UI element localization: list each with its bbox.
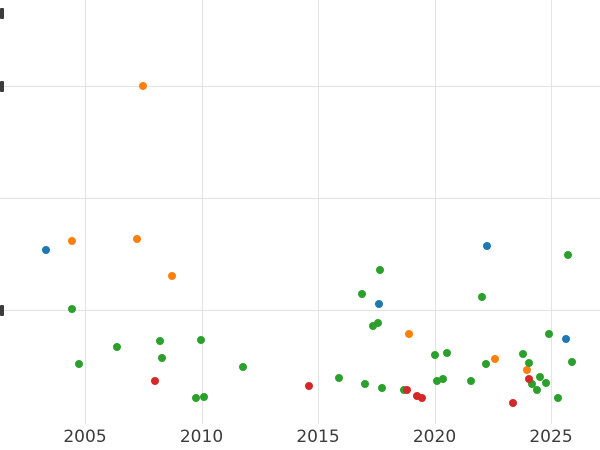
data-point-green <box>432 376 441 385</box>
data-point-orange <box>139 82 148 90</box>
data-point-green <box>374 319 383 328</box>
data-point-green <box>430 350 439 359</box>
data-point-green <box>524 358 533 367</box>
x-tick-label: 2010 <box>179 427 224 447</box>
data-point-green <box>199 393 208 402</box>
data-point-green <box>527 379 536 388</box>
data-point-green <box>442 348 451 357</box>
data-point-green <box>563 251 572 260</box>
data-point-orange <box>167 272 176 281</box>
x-tick-label: 2005 <box>63 427 107 447</box>
y-tick-label-clipped <box>0 305 4 316</box>
x-tick-label: 2015 <box>296 427 340 447</box>
data-point-green <box>196 336 205 345</box>
horizontal-gridline <box>0 310 600 311</box>
data-point-red <box>417 394 426 403</box>
data-point-orange <box>404 329 413 338</box>
data-point-green <box>541 378 550 387</box>
data-point-green <box>191 394 200 403</box>
data-point-green <box>156 337 165 346</box>
data-point-blue <box>561 335 570 344</box>
vertical-gridline <box>434 0 436 424</box>
data-point-green <box>238 363 247 372</box>
data-point-green <box>553 394 562 403</box>
vertical-gridline <box>201 0 203 424</box>
data-point-green <box>532 385 541 394</box>
horizontal-gridline <box>0 86 600 87</box>
x-tick-label: 2020 <box>412 427 457 447</box>
vertical-gridline <box>318 0 319 424</box>
data-point-green <box>334 374 343 383</box>
data-point-blue <box>482 242 491 251</box>
data-point-red <box>402 385 411 394</box>
data-point-red <box>150 376 159 385</box>
data-point-red <box>304 382 313 391</box>
data-point-green <box>481 359 490 368</box>
data-point-green <box>375 265 384 274</box>
data-point-green <box>378 384 387 393</box>
data-point-green <box>361 379 370 388</box>
data-point-green <box>358 290 367 299</box>
x-tick-label: 2025 <box>529 427 573 447</box>
vertical-gridline <box>551 0 552 424</box>
data-point-orange <box>491 355 500 364</box>
data-point-green <box>518 349 527 358</box>
data-point-green <box>368 321 377 330</box>
data-point-green <box>74 359 83 368</box>
data-point-red <box>525 375 534 384</box>
data-point-blue <box>42 245 51 254</box>
y-tick-label-clipped <box>0 8 4 19</box>
data-point-green <box>438 375 447 384</box>
y-tick-label-clipped <box>0 81 4 92</box>
data-point-blue <box>374 300 383 309</box>
data-point-green <box>466 376 475 385</box>
data-point-green <box>544 329 553 338</box>
horizontal-gridline <box>0 198 600 199</box>
data-point-green <box>567 357 576 366</box>
data-point-green <box>67 304 76 313</box>
data-point-green <box>112 342 121 351</box>
vertical-gridline <box>85 0 86 424</box>
data-point-orange <box>132 235 141 244</box>
data-point-green <box>535 373 544 382</box>
data-point-green <box>157 354 166 363</box>
data-point-red <box>509 398 518 407</box>
data-point-orange <box>67 236 76 245</box>
data-point-orange <box>523 366 531 375</box>
data-point-green <box>478 292 487 301</box>
data-point-red <box>413 392 422 401</box>
